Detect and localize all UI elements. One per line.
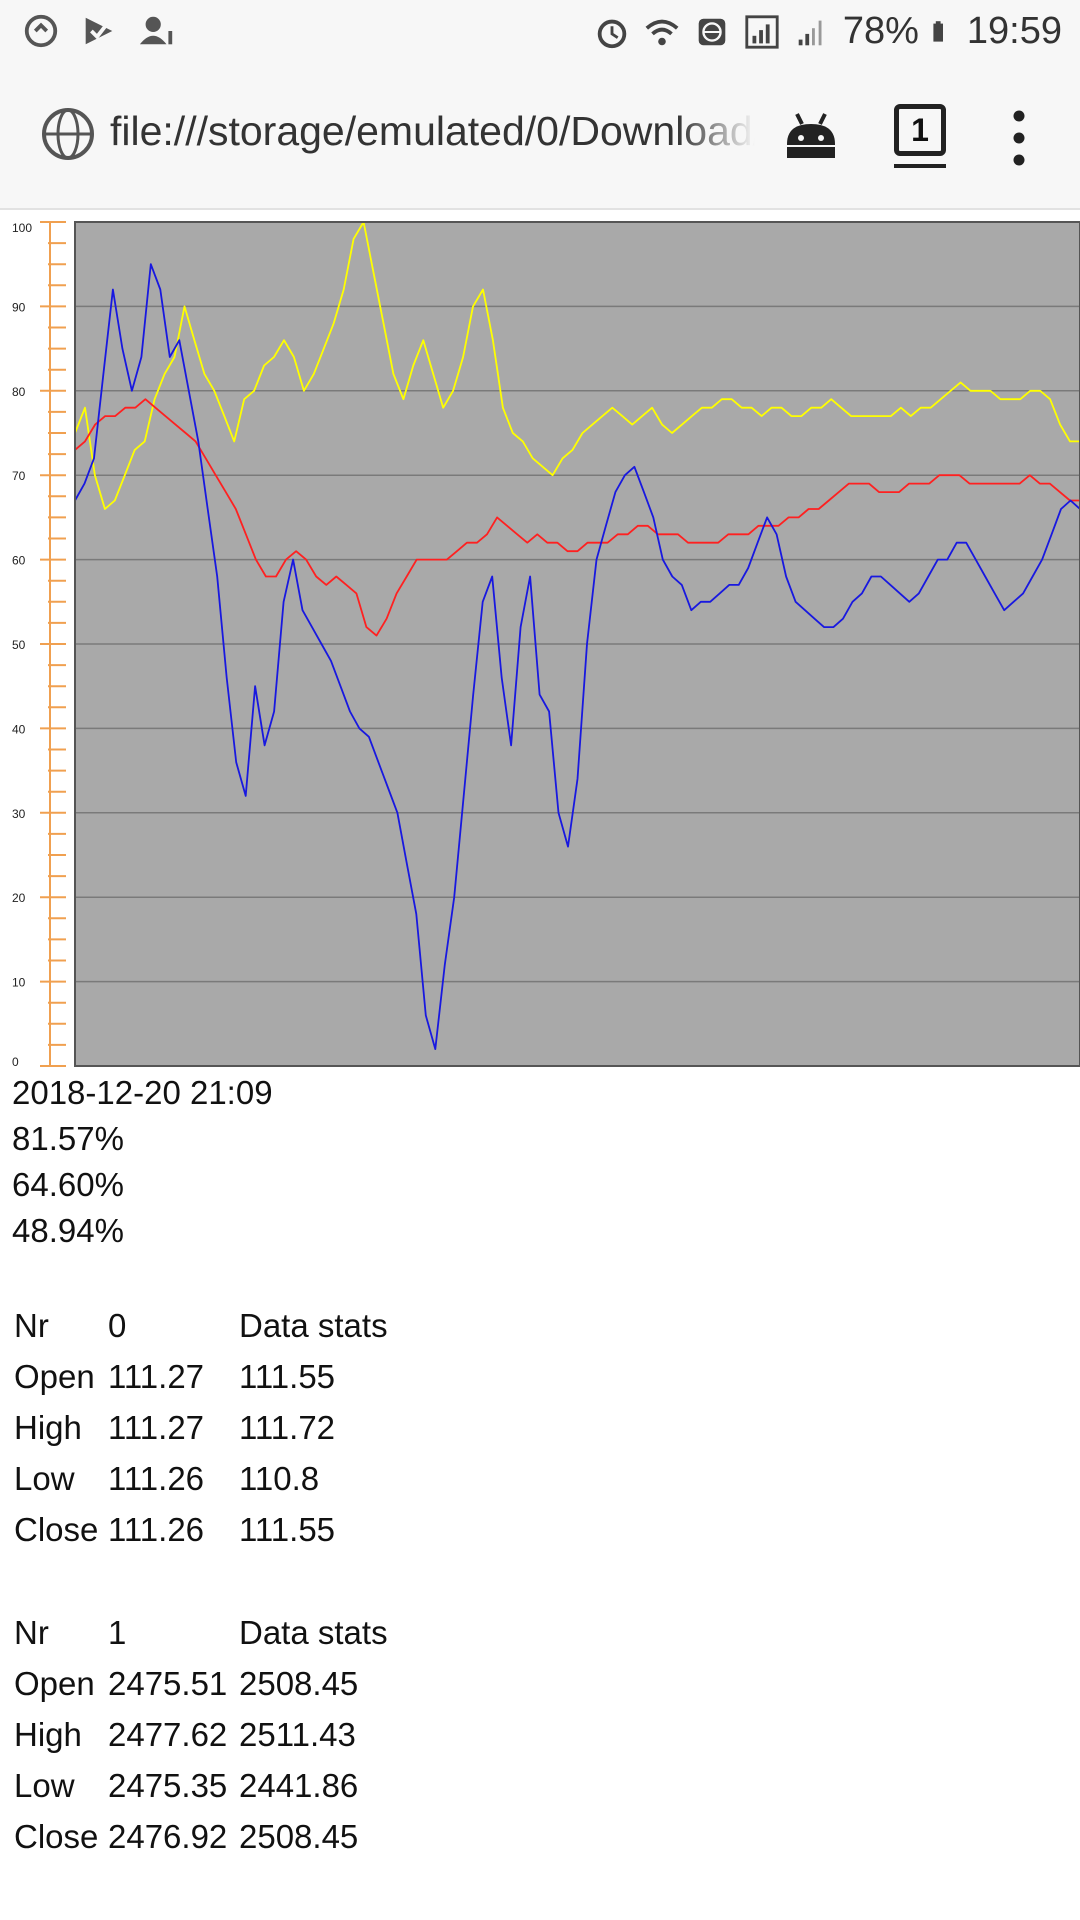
y-tick-label: 90: [12, 300, 26, 314]
table-cell: 111.72: [239, 1408, 336, 1446]
info-timestamp: 2018-12-20 21:09: [12, 1074, 273, 1111]
person-info-icon: [139, 16, 173, 45]
table-row: Low 2475.35 2441.86: [12, 1760, 390, 1811]
y-tick-label: 30: [12, 807, 26, 821]
table-cell: 2477.62: [108, 1715, 228, 1753]
address-bar[interactable]: file:///storage/emulated/0/Download/: [110, 108, 755, 154]
check-flag-icon: [85, 17, 113, 45]
table-cell: 2441.86: [239, 1766, 359, 1804]
info-value-2: 64.60%: [12, 1166, 124, 1203]
info-value-3: 48.94%: [12, 1212, 124, 1249]
plot-border: [74, 221, 1080, 1067]
y-tick-label: 70: [12, 469, 26, 483]
battery-percent: 78%: [842, 10, 919, 52]
table-cell: 111.26: [108, 1459, 205, 1497]
table-cell: 2475.51: [108, 1664, 228, 1702]
line-chart: 0 10 20 30 40 50 60 70 80 90 100: [12, 221, 1080, 1069]
table-cell: Open: [14, 1357, 95, 1395]
system-icons: 78% 19:59: [593, 10, 1062, 53]
stats-table-0: Nr 0 Data stats Open 111.27 111.55 High …: [12, 1300, 390, 1555]
table-cell: Data stats: [239, 1306, 388, 1344]
series-line-0: [74, 221, 1080, 510]
table-row: Low 111.26 110.8: [12, 1453, 390, 1504]
table-row: Close 2476.92 2508.45: [12, 1811, 390, 1862]
table-cell: Close: [14, 1817, 99, 1855]
table-cell: 111.27: [108, 1357, 205, 1395]
table-cell: 1: [108, 1613, 127, 1651]
y-tick-label: 80: [12, 385, 26, 399]
y-tick-label: 10: [12, 976, 26, 990]
sync-icon: [24, 14, 58, 48]
table-cell: Close: [14, 1510, 99, 1548]
vpn-globe-icon: [698, 18, 726, 45]
table-cell: 110.8: [239, 1459, 320, 1497]
table-cell: Data stats: [239, 1613, 388, 1651]
table-cell: Nr: [14, 1613, 49, 1651]
status-bar: 78% 19:59: [0, 0, 1080, 64]
y-tick-label: 0: [12, 1055, 19, 1069]
clock: 19:59: [966, 10, 1062, 52]
table-row: Open 2475.51 2508.45: [12, 1658, 390, 1709]
battery-icon: [933, 20, 943, 42]
signal-icon: [745, 14, 779, 49]
table-cell: Open: [14, 1664, 95, 1702]
table-row: High 111.27 111.72: [12, 1402, 390, 1453]
table-cell: 2476.92: [108, 1817, 228, 1855]
table-cell: High: [14, 1715, 82, 1753]
stats-table-1: Nr 1 Data stats Open 2475.51 2508.45 Hig…: [12, 1607, 390, 1862]
series-line-1: [74, 398, 1080, 637]
overflow-menu-icon[interactable]: [1012, 108, 1026, 168]
table-cell: Low: [14, 1766, 75, 1804]
notification-icons: [22, 12, 176, 50]
table-cell: 0: [108, 1306, 127, 1344]
table-cell: High: [14, 1408, 82, 1446]
y-tick-label: 100: [12, 221, 32, 235]
table-cell: Nr: [14, 1306, 49, 1344]
table-cell: 111.55: [239, 1357, 336, 1395]
info-value-1: 81.57%: [12, 1120, 124, 1157]
table-cell: 111.27: [108, 1408, 205, 1446]
wifi-icon: [645, 19, 679, 45]
table-header: Nr 0 Data stats: [12, 1300, 390, 1351]
android-icon[interactable]: [783, 110, 839, 162]
y-tick-label: 40: [12, 722, 26, 736]
table-row: Close 111.26 111.55: [12, 1504, 390, 1555]
table-cell: 2475.35: [108, 1766, 228, 1804]
table-cell: 2508.45: [239, 1817, 359, 1855]
tab-switcher-button[interactable]: 1: [894, 104, 946, 156]
tab-switcher-underline: [894, 164, 946, 168]
alarm-icon: [597, 19, 627, 48]
table-cell: Low: [14, 1459, 75, 1497]
table-row: Open 111.27 111.55: [12, 1351, 390, 1402]
y-tick-label: 20: [12, 891, 26, 905]
table-cell: 2508.45: [239, 1664, 359, 1702]
info-block: 2018-12-20 21:09 81.57% 64.60% 48.94%: [12, 1070, 273, 1254]
y-tick-label: 50: [12, 638, 26, 652]
table-header: Nr 1 Data stats: [12, 1607, 390, 1658]
browser-toolbar: file:///storage/emulated/0/Download/ 1: [0, 64, 1080, 210]
y-tick-label: 60: [12, 554, 26, 568]
table-cell: 111.55: [239, 1510, 336, 1548]
table-cell: 111.26: [108, 1510, 205, 1548]
globe-icon[interactable]: [40, 106, 96, 162]
signal-weak-icon: [798, 20, 822, 45]
table-cell: 2511.43: [239, 1715, 356, 1753]
series-line-2: [74, 263, 1080, 1050]
table-row: High 2477.62 2511.43: [12, 1709, 390, 1760]
